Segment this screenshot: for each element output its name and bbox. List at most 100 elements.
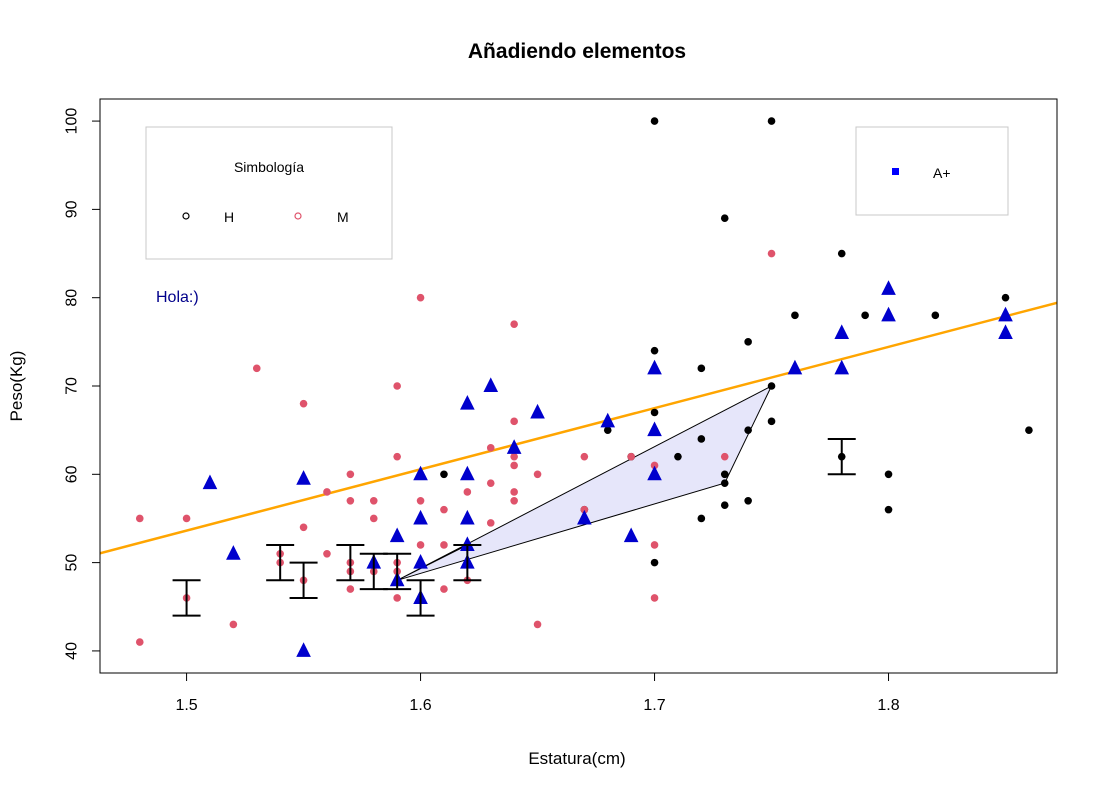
point-h: [884, 505, 893, 514]
triangle-point: [787, 359, 803, 375]
point-m: [440, 541, 448, 549]
point-m: [299, 523, 308, 532]
point-m: [650, 541, 659, 549]
point-m: [135, 514, 144, 523]
point-m: [720, 452, 729, 461]
error-bar: [289, 561, 318, 599]
point-h: [720, 479, 729, 487]
triangle-point: [413, 509, 428, 525]
point-h: [650, 408, 659, 417]
x-tick-label: 1.6: [409, 697, 431, 714]
triangle-point: [483, 377, 499, 392]
point-m: [229, 620, 238, 629]
y-tick-label: 90: [64, 200, 81, 218]
point-h: [767, 417, 776, 426]
y-axis-label: Peso(Kg): [7, 351, 26, 422]
legend-a-plus: A+: [855, 126, 1009, 216]
point-m: [627, 452, 635, 461]
point-h: [720, 501, 729, 510]
triangle-point: [506, 439, 522, 454]
triangle-point: [881, 280, 896, 295]
point-m: [510, 497, 518, 505]
triangle-point: [296, 642, 311, 657]
triangle-point: [226, 545, 241, 560]
point-m: [416, 497, 425, 505]
point-m: [486, 479, 495, 487]
point-h: [650, 558, 659, 567]
point-h: [1025, 426, 1033, 434]
point-m: [486, 444, 495, 452]
legend-title: Simbología: [234, 159, 304, 175]
point-m: [299, 399, 308, 408]
triangle-point: [998, 324, 1013, 340]
point-h: [720, 214, 729, 223]
point-m: [182, 514, 191, 523]
chart-title: Añadiendo elementos: [468, 40, 686, 63]
triangle-point: [647, 421, 662, 437]
triangle-point: [647, 359, 662, 375]
point-h: [697, 435, 706, 443]
point-m: [510, 452, 518, 461]
point-h: [697, 514, 706, 523]
x-axis: 1.5 1.6 1.7 1.8: [175, 672, 900, 714]
point-h: [720, 470, 729, 479]
point-m: [416, 293, 425, 302]
legend-box: [145, 126, 393, 260]
error-bar: [453, 543, 482, 582]
point-m: [346, 585, 355, 593]
point-m: [369, 514, 378, 523]
y-tick-label: 100: [64, 108, 81, 135]
point-m: [252, 364, 261, 373]
point-h: [837, 249, 846, 258]
error-bar: [266, 543, 295, 582]
triangle-point: [460, 465, 475, 481]
triangle-point: [998, 306, 1013, 322]
annotation-hola: Hola:): [156, 289, 199, 306]
point-m: [393, 594, 401, 602]
point-m: [533, 620, 542, 629]
point-h: [744, 426, 752, 434]
point-h: [744, 497, 752, 505]
triangle-point: [600, 412, 616, 428]
point-h: [697, 364, 706, 373]
legend-marker-h: [182, 212, 190, 220]
legend-label-h: H: [224, 209, 234, 225]
point-m: [323, 488, 331, 496]
legend-label-m: M: [337, 209, 349, 225]
point-m: [135, 638, 144, 646]
y-tick-label: 60: [64, 465, 81, 483]
point-m: [440, 505, 448, 514]
triangle-point: [413, 465, 428, 481]
triangle-point: [881, 306, 896, 322]
point-m: [580, 452, 589, 461]
point-m: [510, 320, 518, 328]
x-tick-label: 1.8: [877, 697, 899, 714]
y-tick-label: 40: [64, 642, 81, 660]
triangle-point: [834, 324, 850, 340]
legend-symbologia: Simbología H M: [145, 126, 393, 260]
y-tick-label: 50: [64, 554, 81, 572]
point-m: [323, 549, 331, 558]
legend-marker-square: [892, 168, 899, 175]
point-m: [510, 417, 518, 426]
point-h: [767, 117, 776, 125]
y-tick-label: 80: [64, 289, 81, 307]
error-bar: [383, 552, 412, 591]
point-m: [580, 505, 589, 514]
triangle-point: [530, 403, 545, 419]
error-bar: [336, 543, 365, 582]
y-tick-label: 70: [64, 377, 81, 395]
triangle-point: [647, 465, 662, 481]
point-h: [1001, 293, 1010, 302]
point-h: [603, 426, 612, 434]
point-h: [791, 311, 799, 320]
triangle-point: [834, 359, 850, 375]
triangle-point: [623, 527, 639, 543]
point-h: [440, 470, 448, 479]
triangle-point: [389, 527, 405, 543]
point-h: [650, 117, 659, 125]
x-axis-label: Estatura(cm): [528, 749, 625, 768]
point-m: [346, 497, 355, 505]
point-m: [393, 452, 401, 461]
